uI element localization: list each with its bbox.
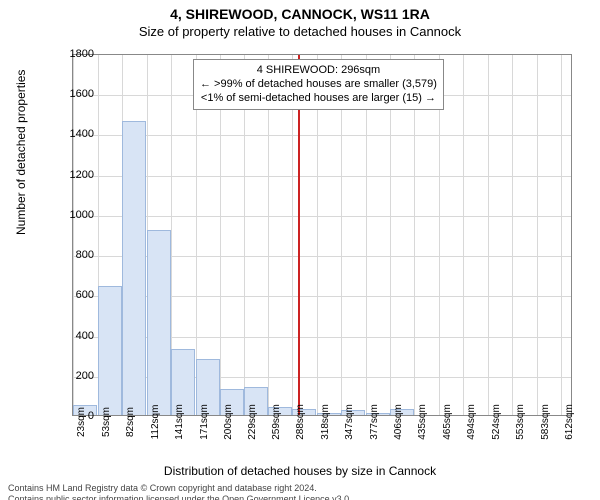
chart-container: 4, SHIREWOOD, CANNOCK, WS11 1RA Size of … — [0, 6, 600, 500]
x-tick-label: 612sqm — [564, 404, 575, 440]
histogram-bar — [122, 121, 146, 415]
y-axis-label: Number of detached properties — [14, 70, 28, 235]
chart-subtitle: Size of property relative to detached ho… — [0, 24, 600, 39]
y-tick-label: 600 — [58, 289, 94, 301]
y-tick-label: 800 — [58, 249, 94, 261]
annotation-box: 4 SHIREWOOD: 296sqm← >99% of detached ho… — [193, 59, 444, 110]
y-tick-label: 1400 — [58, 128, 94, 140]
y-tick-label: 200 — [58, 370, 94, 382]
x-axis-label: Distribution of detached houses by size … — [0, 464, 600, 478]
x-tick-label: 200sqm — [223, 404, 234, 440]
histogram-bar — [147, 230, 171, 415]
x-tick-label: 112sqm — [150, 405, 161, 440]
x-tick-label: 524sqm — [491, 404, 502, 440]
x-tick-label: 377sqm — [369, 404, 380, 440]
annotation-line: 4 SHIREWOOD: 296sqm — [200, 64, 437, 78]
footer-attribution: Contains HM Land Registry data © Crown c… — [8, 483, 352, 500]
annotation-line: <1% of semi-detached houses are larger (… — [200, 92, 437, 106]
x-tick-label: 465sqm — [442, 404, 453, 440]
x-tick-label: 347sqm — [344, 404, 355, 440]
footer-line-2: Contains public sector information licen… — [8, 494, 352, 500]
x-tick-label: 583sqm — [540, 404, 551, 440]
x-tick-label: 553sqm — [515, 404, 526, 440]
x-tick-label: 318sqm — [320, 404, 331, 440]
x-tick-label: 229sqm — [247, 404, 258, 440]
chart-title: 4, SHIREWOOD, CANNOCK, WS11 1RA — [0, 6, 600, 22]
y-tick-label: 1600 — [58, 88, 94, 100]
y-tick-label: 400 — [58, 330, 94, 342]
annotation-line: ← >99% of detached houses are smaller (3… — [200, 78, 437, 92]
x-tick-label: 435sqm — [417, 404, 428, 440]
x-tick-label: 23sqm — [76, 407, 87, 437]
y-tick-label: 1000 — [58, 209, 94, 221]
x-tick-label: 171sqm — [199, 404, 210, 440]
x-tick-label: 82sqm — [125, 407, 136, 437]
x-tick-label: 288sqm — [295, 404, 306, 440]
x-tick-label: 53sqm — [101, 407, 112, 437]
histogram-bar — [98, 286, 122, 415]
footer-line-1: Contains HM Land Registry data © Crown c… — [8, 483, 352, 493]
x-tick-label: 406sqm — [393, 404, 404, 440]
y-tick-label: 1800 — [58, 48, 94, 60]
plot-area: 4 SHIREWOOD: 296sqm← >99% of detached ho… — [72, 54, 572, 416]
x-tick-label: 141sqm — [174, 404, 185, 440]
x-tick-label: 494sqm — [466, 404, 477, 440]
y-tick-label: 1200 — [58, 169, 94, 181]
x-tick-label: 259sqm — [271, 404, 282, 440]
